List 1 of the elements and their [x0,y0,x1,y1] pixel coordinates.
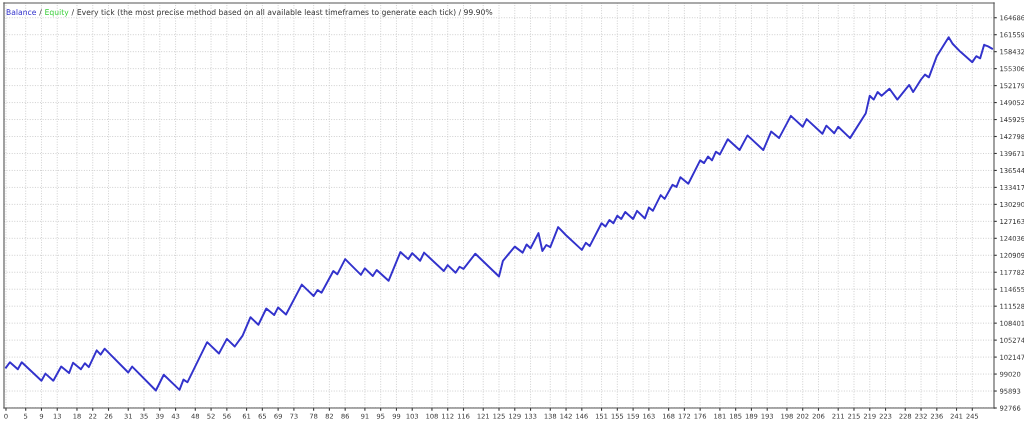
line-series [5,36,993,392]
